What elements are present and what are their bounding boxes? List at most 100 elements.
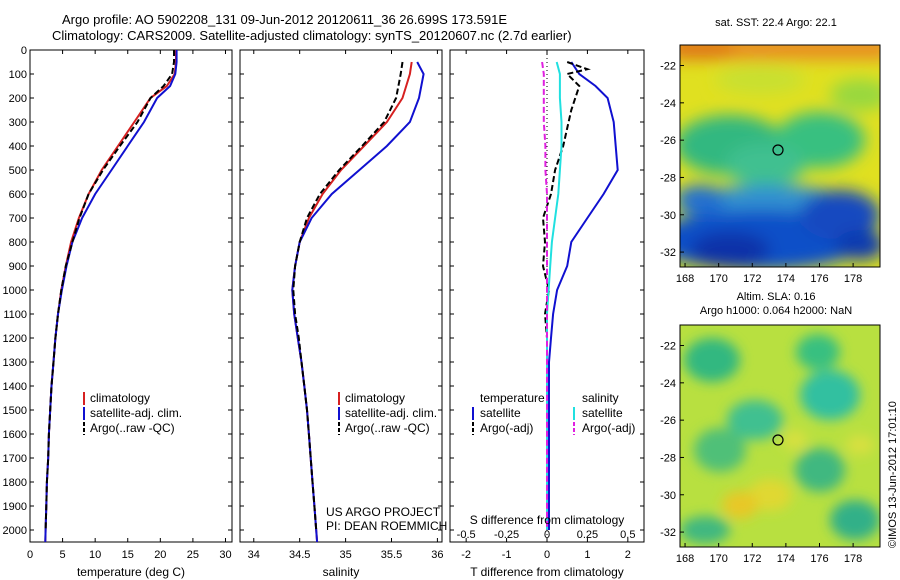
map-x-tick-label: 168: [676, 553, 694, 565]
credit-pi: PI: DEAN ROEMMICH: [326, 519, 447, 533]
salinity-legend: climatology satellite-adj. clim. Argo(..…: [338, 391, 437, 435]
map-y-tick-label: -24: [660, 98, 676, 110]
argo-float-marker: [772, 434, 784, 446]
map-x-tick-label: 174: [777, 553, 795, 565]
map-y-tick-label: -26: [660, 135, 676, 147]
legend-salinity-heading: salinity: [582, 391, 619, 405]
legend-satellite-label: satellite-adj. clim.: [345, 406, 437, 420]
title-line-1: Argo profile: AO 5902208_131 09-Jun-2012…: [62, 12, 508, 27]
difference-legend: temperature salinity satellite Argo(-adj…: [472, 391, 635, 435]
credit-project: US ARGO PROJECT: [326, 505, 441, 519]
y-tick-label: 100: [9, 69, 27, 81]
sla-map-title2: Argo h1000: 0.064 h2000: NaN: [700, 305, 852, 317]
salinity-xlabel: salinity: [323, 565, 360, 579]
series-salinity-argo-adj: [541, 61, 548, 530]
x-tick-label: 25: [187, 549, 199, 561]
difference-panel: -2 -1 0 1 2 -0.5 -0.25 0 0.25 0.5 S difference fr…: [449, 49, 645, 579]
y-tick-label: 800: [9, 237, 27, 249]
temperature-plot-frame: [29, 49, 233, 543]
title-line-2: Climatology: CARS2009. Satellite-adjuste…: [52, 28, 572, 43]
map-y-tick-label: -22: [660, 61, 676, 73]
legend-satellite-label: satellite-adj. clim.: [90, 406, 182, 420]
map-x-tick-label: 172: [743, 553, 761, 565]
salinity-panel: 34 34.5 35 35.5 36 salinity climatology sate…: [239, 49, 447, 579]
map-y-tick-label: -24: [660, 378, 676, 390]
x-tick-label: 2: [625, 549, 631, 561]
sla-map-title1: Altim. SLA: 0.16: [737, 291, 816, 303]
x-tick-label: 35: [339, 549, 351, 561]
sla-map: Altim. SLA: 0.16 Argo h1000: 0.064 h2000…: [660, 291, 881, 565]
x-tick-label: 10: [89, 549, 101, 561]
map-x-tick-label: 174: [777, 273, 795, 285]
map-x-tick-label: 170: [709, 553, 727, 565]
x-tick-label: 35.5: [381, 549, 402, 561]
map-x-tick-label: 170: [709, 273, 727, 285]
y-tick-label: 1300: [3, 357, 27, 369]
legend-climatology-label: climatology: [345, 391, 405, 405]
x-tick-label: 30: [219, 549, 231, 561]
y-tick-label: 2000: [3, 525, 27, 537]
argo-float-marker: [772, 144, 784, 156]
map-y-tick-label: -22: [660, 341, 676, 353]
y-tick-label: 1100: [3, 309, 27, 321]
x2-tick-label: -0.5: [457, 529, 476, 541]
legend-climatology-label: climatology: [90, 391, 150, 405]
series-temperature-satellite: [548, 61, 619, 530]
sla-field: [680, 325, 880, 547]
legend-temp-argo-label: Argo(-adj): [480, 421, 533, 435]
y-tick-label: 1600: [3, 429, 27, 441]
x2-tick-label: 0.5: [620, 529, 635, 541]
x-tick-label: 5: [60, 549, 66, 561]
sla-map-frame: [679, 324, 881, 548]
y-tick-label: 700: [9, 213, 27, 225]
map-y-tick-label: -28: [660, 172, 676, 184]
x-tick-label: 34.5: [289, 549, 310, 561]
series-climatology: [291, 61, 413, 543]
map-y-tick-label: -26: [660, 415, 676, 427]
x-tick-label: 0: [544, 549, 550, 561]
x-tick-label: -2: [461, 549, 471, 561]
map-y-tick-label: -30: [660, 490, 676, 502]
map-x-tick-label: 176: [810, 273, 828, 285]
legend-argo-label: Argo(..raw -QC): [90, 421, 175, 435]
sst-map-frame: [679, 44, 881, 268]
legend-sal-argo-label: Argo(-adj): [582, 421, 635, 435]
map-x-tick-label: 172: [743, 273, 761, 285]
legend-argo-label: Argo(..raw -QC): [345, 421, 430, 435]
series-argo-raw-qc: [292, 61, 404, 531]
y-tick-label: 500: [9, 165, 27, 177]
map-y-tick-label: -30: [660, 210, 676, 222]
y-tick-label: 0: [21, 45, 27, 57]
x-tick-label: 15: [122, 549, 134, 561]
sst-map-title: sat. SST: 22.4 Argo: 22.1: [715, 17, 837, 29]
legend-temperature-heading: temperature: [480, 391, 545, 405]
series-satellite-adj-clim: [44, 50, 178, 543]
y-tick-label: 1000: [3, 285, 27, 297]
y-tick-label: 900: [9, 261, 27, 273]
temperature-panel: 0100200300400500600700800900100011001200…: [3, 45, 233, 579]
sst-map: sat. SST: 22.4 Argo: 22.1 168 170 172 17: [660, 17, 881, 285]
y-tick-label: 1800: [3, 477, 27, 489]
sst-field: [680, 45, 880, 267]
y-tick-label: 1200: [3, 333, 27, 345]
x-tick-label: -1: [502, 549, 512, 561]
x-tick-label: 20: [154, 549, 166, 561]
series-salinity-satellite: [546, 61, 563, 530]
x-tick-label: 34: [248, 549, 260, 561]
x-tick-label: 36: [431, 549, 443, 561]
y-tick-label: 200: [9, 93, 27, 105]
imos-stamp: ©IMOS 13-Jun-2012 17:01:10: [887, 401, 899, 548]
map-x-tick-label: 176: [810, 553, 828, 565]
map-x-tick-label: 178: [844, 273, 862, 285]
x-tick-label: 0: [27, 549, 33, 561]
y-tick-label: 1900: [3, 501, 27, 513]
map-y-tick-label: -28: [660, 452, 676, 464]
x2-tick-label: 0: [544, 529, 550, 541]
x2-tick-label: -0.25: [494, 529, 519, 541]
map-x-tick-label: 178: [844, 553, 862, 565]
y-tick-label: 300: [9, 117, 27, 129]
t-difference-label: T difference from climatology: [470, 565, 624, 579]
temperature-xlabel: temperature (deg C): [77, 565, 185, 579]
y-tick-label: 600: [9, 189, 27, 201]
